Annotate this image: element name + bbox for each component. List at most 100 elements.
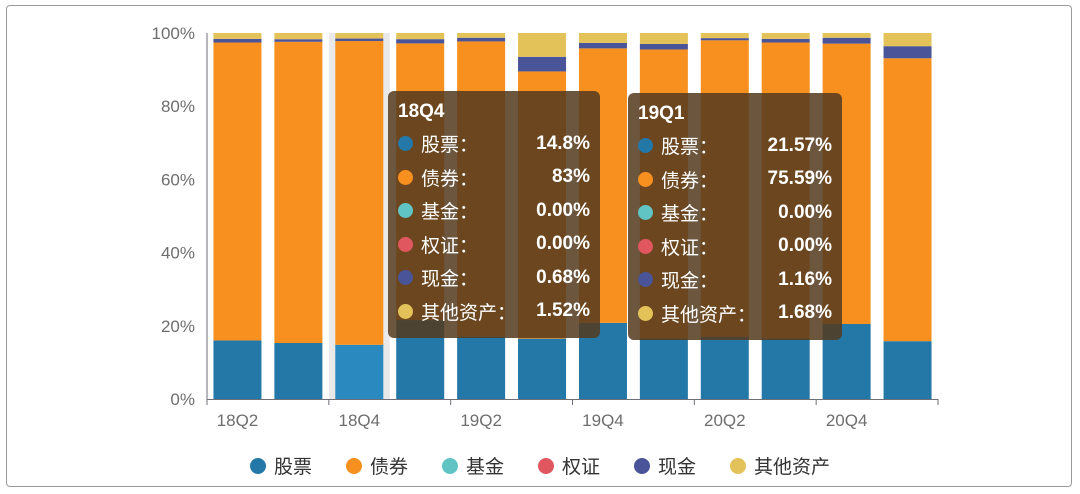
bar-segment-18Q3-股票 xyxy=(274,343,323,399)
bar-segment-20Q3-现金 xyxy=(761,38,810,43)
bar-segment-19Q1-现金 xyxy=(396,39,445,44)
tooltip-series-name: 现金： xyxy=(421,269,479,291)
series-dot-icon xyxy=(638,205,653,221)
series-dot-icon xyxy=(398,270,413,286)
bar-segment-20Q1-现金 xyxy=(639,43,688,50)
x-tick-label: 18Q4 xyxy=(338,411,380,430)
bar-segment-20Q4-其他资产 xyxy=(822,33,871,38)
tooltip-row: 其他资产： 1.52% xyxy=(398,295,590,329)
series-dot-icon xyxy=(638,238,653,254)
tooltip-row: 债券： 83% xyxy=(398,161,590,195)
legend-item[interactable]: 其他资产 xyxy=(730,452,830,479)
tooltip-series-value: 0.00% xyxy=(536,199,590,221)
bar-segment-21Q1-股票 xyxy=(883,341,932,399)
tooltip-series-name: 权证： xyxy=(421,235,479,257)
tooltip-series-value: 0.00% xyxy=(536,233,590,255)
bar-segment-18Q3-现金 xyxy=(274,39,323,42)
bar-segment-18Q2-股票 xyxy=(213,340,262,399)
tooltip-row: 现金： 0.68% xyxy=(398,261,590,295)
tooltip-series-name: 基金： xyxy=(661,204,719,226)
bar-segment-18Q3-债券 xyxy=(274,41,323,344)
legend-label: 现金 xyxy=(658,457,697,478)
tooltip-series-value: 0.00% xyxy=(778,201,832,223)
legend-dot-icon xyxy=(634,457,651,474)
legend-label: 基金 xyxy=(465,457,504,478)
legend-item[interactable]: 权证 xyxy=(538,452,600,479)
tooltip-title: 19Q1 xyxy=(638,103,685,124)
tooltip-series-name: 股票： xyxy=(661,137,719,159)
x-tick-label: 19Q4 xyxy=(582,411,624,430)
bar-segment-21Q1-现金 xyxy=(883,46,932,59)
tooltip-row: 权证： 0.00% xyxy=(638,230,832,264)
tooltip-series-name: 基金： xyxy=(421,202,479,224)
legend-dot-icon xyxy=(538,457,554,474)
series-dot-icon xyxy=(398,136,413,152)
bar-segment-19Q3-股票 xyxy=(518,338,567,399)
tooltip-series-value: 1.68% xyxy=(778,302,832,324)
tooltip-19q1: 19Q1 股票： 21.57% 债券： 75.59% 基金： 0.00% 权证： 0.00% 现… xyxy=(628,93,842,340)
tooltip-series-value: 21.57% xyxy=(767,134,832,156)
tooltip-series-name: 股票： xyxy=(421,135,479,157)
bar-segment-18Q4-股票 xyxy=(335,344,384,399)
bar-segment-21Q1-债券 xyxy=(883,58,932,342)
bar-segment-21Q1-其他资产 xyxy=(883,33,932,47)
legend-item[interactable]: 现金 xyxy=(634,452,696,479)
bar-segment-20Q2-股票 xyxy=(700,336,749,399)
bar-segment-20Q1-股票 xyxy=(639,338,688,399)
bar-segment-18Q2-现金 xyxy=(213,38,262,43)
bar-segment-19Q3-其他资产 xyxy=(518,33,567,57)
legend-item[interactable]: 债券 xyxy=(345,452,408,479)
bar-segment-18Q2-其他资产 xyxy=(213,33,262,39)
series-dot-icon xyxy=(638,138,653,154)
tooltip-row: 现金： 1.16% xyxy=(638,263,832,297)
tooltip-row: 股票： 14.8% xyxy=(398,127,590,161)
x-tick-label: 20Q4 xyxy=(826,411,868,430)
tooltip-series-value: 75.59% xyxy=(767,168,832,190)
tooltip-series-value: 14.8% xyxy=(536,132,590,154)
tooltip-row: 权证： 0.00% xyxy=(398,228,590,262)
tooltip-series-value: 83% xyxy=(551,166,590,188)
legend-label: 其他资产 xyxy=(754,457,831,478)
y-tick-label: 20% xyxy=(161,317,195,336)
legend-dot-icon xyxy=(730,457,747,474)
bar-segment-18Q4-现金 xyxy=(335,38,384,42)
bar-segment-20Q2-现金 xyxy=(700,38,749,41)
tooltip-series-value: 1.16% xyxy=(778,268,832,290)
bar-segment-19Q3-现金 xyxy=(518,56,567,72)
x-tick-label: 20Q2 xyxy=(704,411,746,430)
y-tick-label: 0% xyxy=(170,390,195,409)
y-tick-label: 80% xyxy=(161,97,195,116)
legend-label: 权证 xyxy=(562,457,601,478)
legend-dot-icon xyxy=(249,457,266,474)
tooltip-rows: 股票： 14.8% 债券： 83% 基金： 0.00% 权证： 0.00% 现金： 0.68% 其他… xyxy=(398,127,590,328)
bar-segment-20Q3-其他资产 xyxy=(761,33,810,39)
tooltip-row: 其他资产： 1.68% xyxy=(638,297,832,331)
tooltip-series-name: 其他资产： xyxy=(661,304,757,326)
tooltip-18q4: 18Q4 股票： 14.8% 债券： 83% 基金： 0.00% 权证： 0.00% 现金： 0.… xyxy=(388,91,600,338)
legend: 股票 债券 基金 权证 现金 其他资产 xyxy=(0,452,1080,479)
series-dot-icon xyxy=(398,203,413,219)
tooltip-row: 股票： 21.57% xyxy=(638,129,832,163)
bar-segment-19Q2-股票 xyxy=(457,336,506,399)
legend-item[interactable]: 股票 xyxy=(249,452,312,479)
bar-segment-18Q4-其他资产 xyxy=(335,33,384,39)
tooltip-series-name: 债券： xyxy=(421,168,479,190)
series-dot-icon xyxy=(398,169,413,185)
x-tick-label: 18Q2 xyxy=(217,411,259,430)
tooltip-row: 基金： 0.00% xyxy=(638,196,832,230)
bar-segment-20Q4-现金 xyxy=(822,37,871,44)
tooltip-series-value: 1.52% xyxy=(536,300,590,322)
bar-segment-19Q4-现金 xyxy=(578,42,627,49)
legend-dot-icon xyxy=(441,457,458,474)
tooltip-rows: 股票： 21.57% 债券： 75.59% 基金： 0.00% 权证： 0.00% 现金： 1.1… xyxy=(638,129,832,330)
chart-frame xyxy=(6,5,1072,487)
tooltip-series-name: 权证： xyxy=(661,237,719,259)
legend-item[interactable]: 基金 xyxy=(441,452,504,479)
y-tick-label: 40% xyxy=(161,244,195,263)
bar-segment-19Q2-其他资产 xyxy=(457,33,506,38)
bar-segment-20Q3-股票 xyxy=(761,338,810,399)
bar-segment-20Q1-其他资产 xyxy=(639,33,688,44)
bar-segment-18Q2-债券 xyxy=(213,42,262,341)
bar-segment-18Q4-债券 xyxy=(335,41,384,345)
series-dot-icon xyxy=(638,171,653,187)
